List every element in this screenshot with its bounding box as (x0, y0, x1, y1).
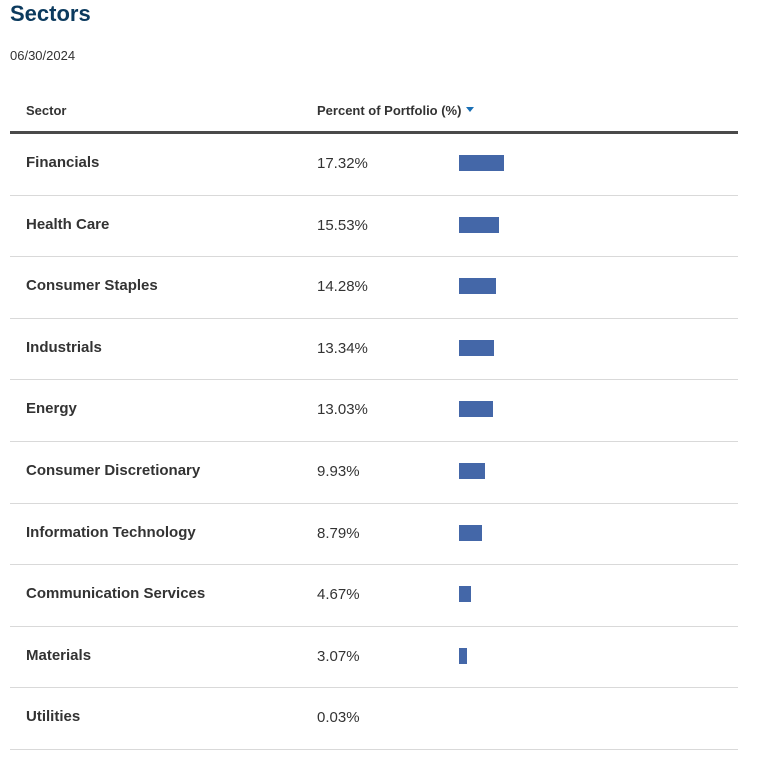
sector-percent-bar (459, 155, 504, 171)
sector-percent-bar (459, 339, 494, 356)
sector-percent-bar (459, 586, 471, 603)
table-row: Energy 13.03% (10, 380, 738, 442)
column-header-percent[interactable]: Percent of Portfolio (%) (317, 103, 475, 119)
sector-name: Information Technology (26, 523, 196, 541)
sector-percent: 13.34% (317, 339, 368, 357)
column-header-sector: Sector (26, 103, 67, 118)
table-row: Health Care 15.53% (10, 196, 738, 258)
page-title: Sectors (10, 1, 91, 26)
sector-name: Consumer Staples (26, 277, 158, 295)
sector-percent: 3.07% (317, 647, 360, 665)
table-row: Materials 3.07% (10, 627, 738, 689)
sector-name: Consumer Discretionary (26, 461, 201, 479)
sector-percent: 13.03% (317, 401, 368, 419)
sector-percent-bar (459, 278, 496, 295)
sectors-table: Sector Percent of Portfolio (%) Financia… (10, 92, 738, 750)
sector-name: Energy (26, 400, 77, 418)
table-row: Financials 17.32% (10, 134, 738, 196)
sector-name: Materials (26, 646, 92, 664)
sector-percent: 4.67% (317, 586, 360, 604)
sector-percent: 9.93% (317, 462, 360, 480)
sector-name: Utilities (26, 708, 81, 726)
sector-name: Communication Services (26, 585, 206, 603)
sector-percent: 8.79% (317, 524, 360, 542)
sector-percent-bar (459, 524, 482, 541)
sort-caret-down-icon[interactable] (466, 107, 475, 112)
sector-percent-bar (459, 647, 467, 664)
table-row: Consumer Discretionary 9.93% (10, 442, 738, 504)
table-body: Financials 17.32% Health Care 15.53% Consume… (10, 134, 738, 750)
sector-percent-bar (459, 216, 499, 233)
table-row: Industrials 13.34% (10, 319, 738, 381)
sector-name: Health Care (26, 215, 110, 233)
sector-percent-bar (459, 462, 485, 479)
table-row: Consumer Staples 14.28% (10, 257, 738, 319)
table-row: Utilities 0.03% (10, 688, 738, 750)
sector-percent: 14.28% (317, 278, 368, 296)
table-header: Sector Percent of Portfolio (%) (10, 92, 738, 134)
table-row: Information Technology 8.79% (10, 504, 738, 566)
column-header-percent-label: Percent of Portfolio (%) (317, 103, 462, 118)
sector-percent: 17.32% (317, 155, 368, 172)
sector-percent: 0.03% (317, 709, 360, 727)
sector-percent: 15.53% (317, 216, 368, 234)
as-of-date: 06/30/2024 (10, 48, 76, 63)
sector-name: Financials (26, 154, 100, 171)
table-row: Communication Services 4.67% (10, 565, 738, 627)
sector-percent-bar (459, 401, 493, 418)
sector-name: Industrials (26, 338, 102, 356)
